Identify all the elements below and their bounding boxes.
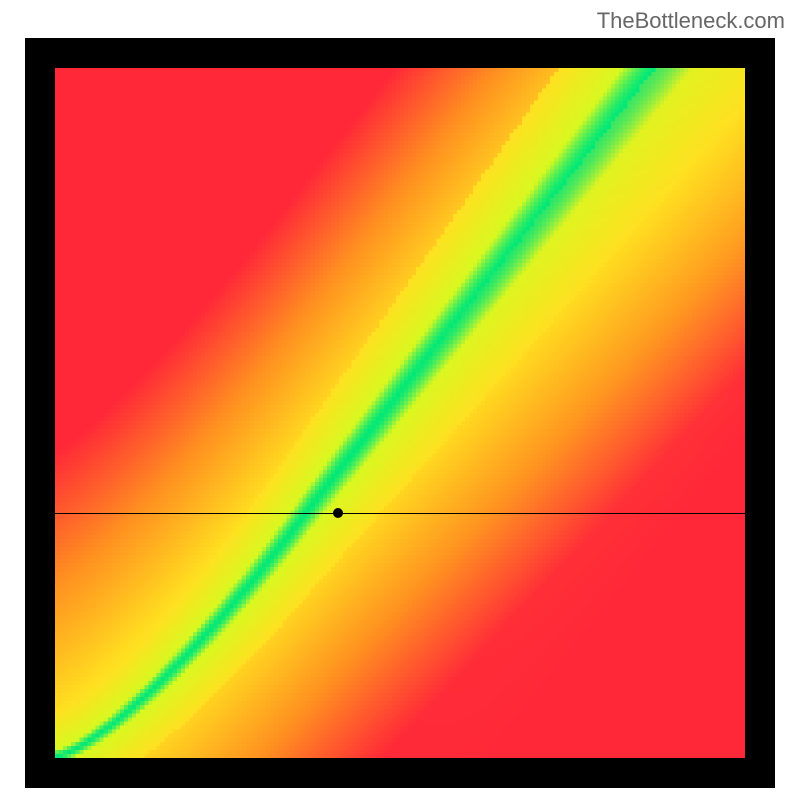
plot-area: [55, 68, 745, 758]
watermark-text: TheBottleneck.com: [597, 8, 785, 34]
chart-container: TheBottleneck.com: [0, 0, 800, 800]
marker-dot: [333, 508, 343, 518]
heatmap-canvas: [55, 68, 745, 758]
crosshair-horizontal: [55, 513, 745, 514]
